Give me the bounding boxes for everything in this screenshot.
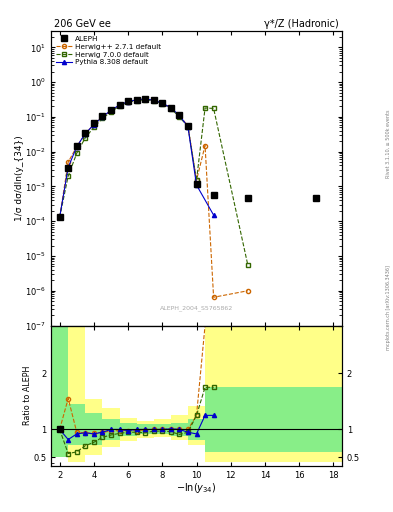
Text: 206 GeV ee: 206 GeV ee xyxy=(54,19,111,29)
Text: mcplots.cern.ch [arXiv:1306.3436]: mcplots.cern.ch [arXiv:1306.3436] xyxy=(386,265,391,350)
X-axis label: $-\ln(y_{34})$: $-\ln(y_{34})$ xyxy=(176,481,217,495)
Text: ALEPH_2004_S5765862: ALEPH_2004_S5765862 xyxy=(160,305,233,311)
Text: γ*/Z (Hadronic): γ*/Z (Hadronic) xyxy=(264,19,339,29)
Legend: ALEPH, Herwig++ 2.7.1 default, Herwig 7.0.0 default, Pythia 8.308 default: ALEPH, Herwig++ 2.7.1 default, Herwig 7.… xyxy=(55,34,162,67)
Y-axis label: Ratio to ALEPH: Ratio to ALEPH xyxy=(23,366,32,425)
Text: Rivet 3.1.10, ≥ 500k events: Rivet 3.1.10, ≥ 500k events xyxy=(386,109,391,178)
Y-axis label: 1/σ dσ/dln(y_{34}): 1/σ dσ/dln(y_{34}) xyxy=(15,135,24,221)
